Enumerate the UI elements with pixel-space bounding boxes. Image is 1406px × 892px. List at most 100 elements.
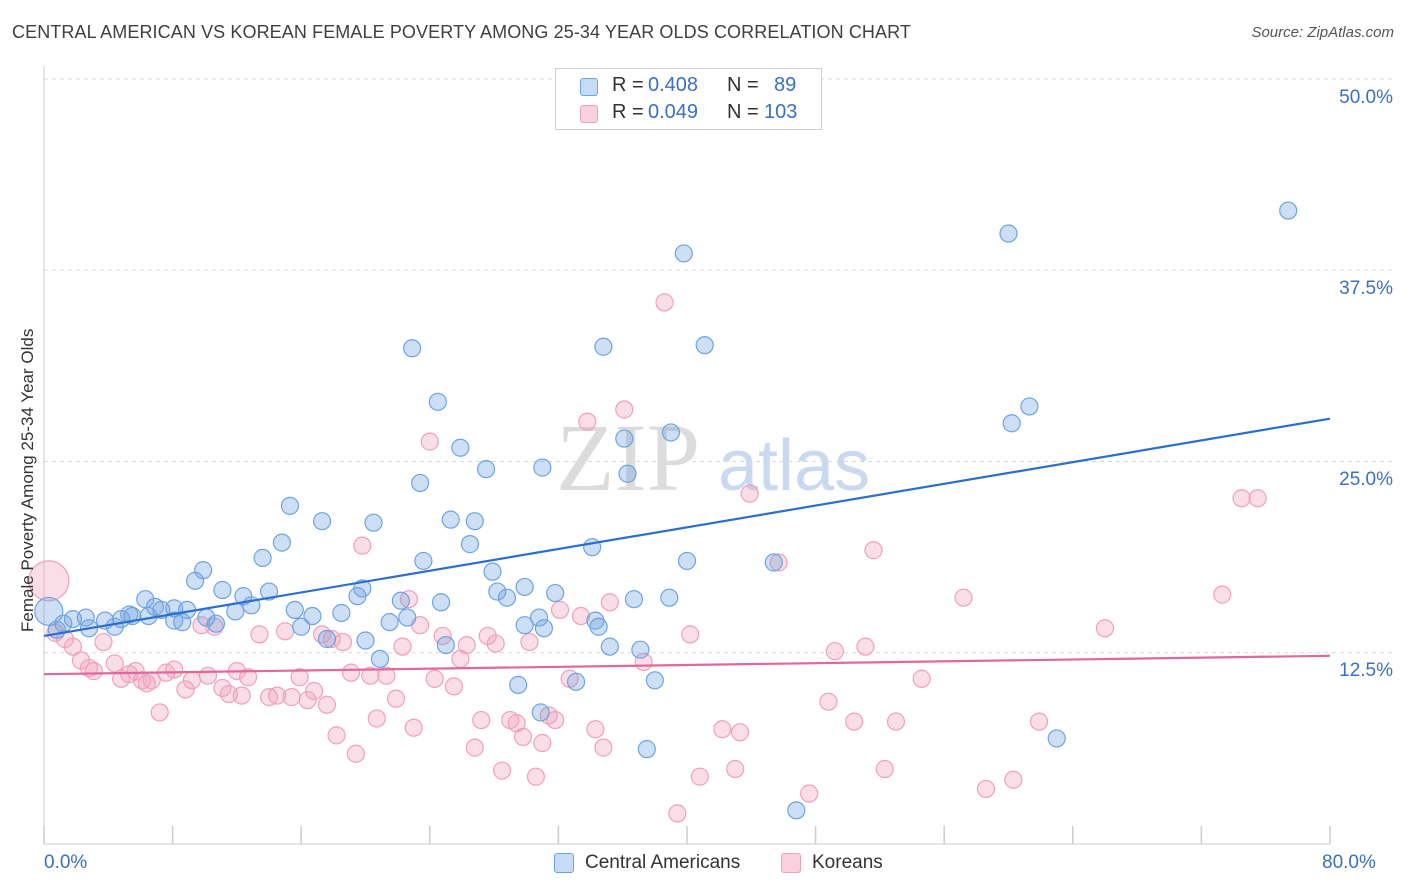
korean-point bbox=[856, 637, 875, 656]
central-point bbox=[999, 224, 1018, 243]
central-point bbox=[213, 580, 232, 600]
legend-r-value: 0.408 bbox=[648, 74, 699, 96]
central-point bbox=[534, 619, 554, 638]
korean-point bbox=[472, 710, 491, 730]
legend-n-label: N = bbox=[727, 101, 759, 123]
central-point bbox=[1020, 397, 1039, 416]
korean-point bbox=[1029, 712, 1049, 731]
korean-point bbox=[912, 669, 931, 688]
korean-point bbox=[150, 703, 169, 722]
y-tick-label-12-5: 12.5% bbox=[1339, 660, 1393, 681]
korean-point bbox=[493, 761, 512, 780]
central-point bbox=[303, 606, 322, 626]
korean-point bbox=[526, 767, 545, 786]
bottom-legend-label-central: Central Americans bbox=[585, 852, 741, 873]
central-point bbox=[483, 562, 502, 581]
central-point bbox=[515, 577, 534, 597]
korean-point bbox=[298, 691, 317, 710]
central-point bbox=[272, 533, 292, 552]
central-point bbox=[677, 551, 697, 571]
watermark-atlas: atlas bbox=[718, 426, 870, 506]
central-point bbox=[380, 613, 399, 632]
stats-legend: R = 0.408 N = 89 R = 0.049 N = 103 bbox=[555, 68, 822, 130]
korean-point bbox=[533, 733, 552, 753]
korean-point bbox=[600, 593, 619, 612]
korean-point bbox=[322, 629, 341, 649]
central-point bbox=[292, 617, 311, 636]
central-points bbox=[34, 201, 1298, 820]
korean-point bbox=[976, 779, 996, 799]
korean-point bbox=[267, 686, 287, 705]
central-point bbox=[451, 438, 470, 457]
korean-point bbox=[353, 536, 372, 555]
korean-point bbox=[126, 662, 145, 681]
korean-point bbox=[513, 727, 533, 747]
korean-point bbox=[486, 634, 505, 653]
korean-point bbox=[239, 668, 258, 687]
central-point bbox=[764, 553, 783, 572]
korean-point bbox=[713, 720, 732, 739]
korean-point bbox=[425, 669, 444, 688]
central-point bbox=[615, 429, 634, 448]
korean-point bbox=[84, 662, 103, 681]
central-point bbox=[280, 496, 300, 515]
korean-point bbox=[404, 718, 423, 737]
central-point bbox=[600, 637, 619, 656]
korean-point bbox=[875, 759, 894, 779]
korean-point bbox=[198, 666, 218, 685]
korean-point bbox=[367, 709, 386, 728]
watermark-zip: ZIP bbox=[556, 404, 700, 511]
korean-point bbox=[250, 625, 269, 644]
central-point bbox=[1002, 414, 1021, 433]
korean-point bbox=[819, 692, 838, 711]
central-point bbox=[431, 593, 451, 612]
korean-trend-line bbox=[43, 654, 1331, 676]
korean-point bbox=[346, 744, 365, 763]
korean-point bbox=[886, 712, 906, 731]
y-axis-label: Female Poverty Among 25-34 Year Olds bbox=[18, 328, 37, 632]
central-point bbox=[787, 801, 806, 820]
central-point bbox=[356, 631, 375, 650]
korean-point bbox=[769, 553, 788, 572]
x-tick-label-max: 80.0% bbox=[1322, 852, 1376, 873]
central-point bbox=[531, 703, 550, 722]
central-point bbox=[259, 582, 279, 601]
central-point bbox=[497, 588, 517, 607]
watermark: ZIP atlas bbox=[556, 404, 870, 511]
korean-point bbox=[105, 654, 124, 673]
korean-point bbox=[1232, 489, 1251, 508]
korean-point bbox=[681, 625, 700, 644]
central-point bbox=[566, 672, 586, 691]
korean-point bbox=[1095, 619, 1115, 638]
korean-point bbox=[28, 560, 70, 602]
chart-title: CENTRAL AMERICAN VS KOREAN FEMALE POVERT… bbox=[12, 22, 911, 42]
korean-point bbox=[740, 484, 759, 503]
legend-swatch-korean bbox=[580, 105, 598, 123]
bottom-legend-label-korean: Koreans bbox=[812, 852, 883, 873]
korean-point bbox=[420, 432, 439, 451]
trend-layer bbox=[43, 417, 1331, 676]
korean-point bbox=[317, 695, 337, 714]
central-point bbox=[637, 740, 656, 759]
source-label: Source: ZipAtlas.com bbox=[1251, 24, 1394, 41]
central-point bbox=[1279, 201, 1298, 220]
central-point bbox=[674, 244, 693, 263]
korean-point bbox=[825, 642, 844, 661]
korean-point bbox=[176, 680, 195, 699]
y-tick-label-50: 50.0% bbox=[1339, 87, 1393, 108]
korean-point bbox=[550, 600, 570, 620]
korean-point bbox=[444, 677, 464, 696]
central-point bbox=[515, 616, 534, 635]
central-point bbox=[1047, 729, 1066, 748]
korean-point bbox=[730, 723, 750, 742]
central-point bbox=[533, 458, 552, 477]
korean-point bbox=[393, 637, 412, 656]
legend-r-label: R = bbox=[612, 101, 644, 123]
central-point bbox=[488, 582, 507, 601]
korean-point bbox=[668, 804, 687, 823]
central-point bbox=[411, 473, 430, 493]
korean-point bbox=[520, 632, 539, 652]
central-point bbox=[34, 596, 64, 627]
korean-point bbox=[594, 738, 613, 757]
korean-point bbox=[615, 400, 634, 419]
